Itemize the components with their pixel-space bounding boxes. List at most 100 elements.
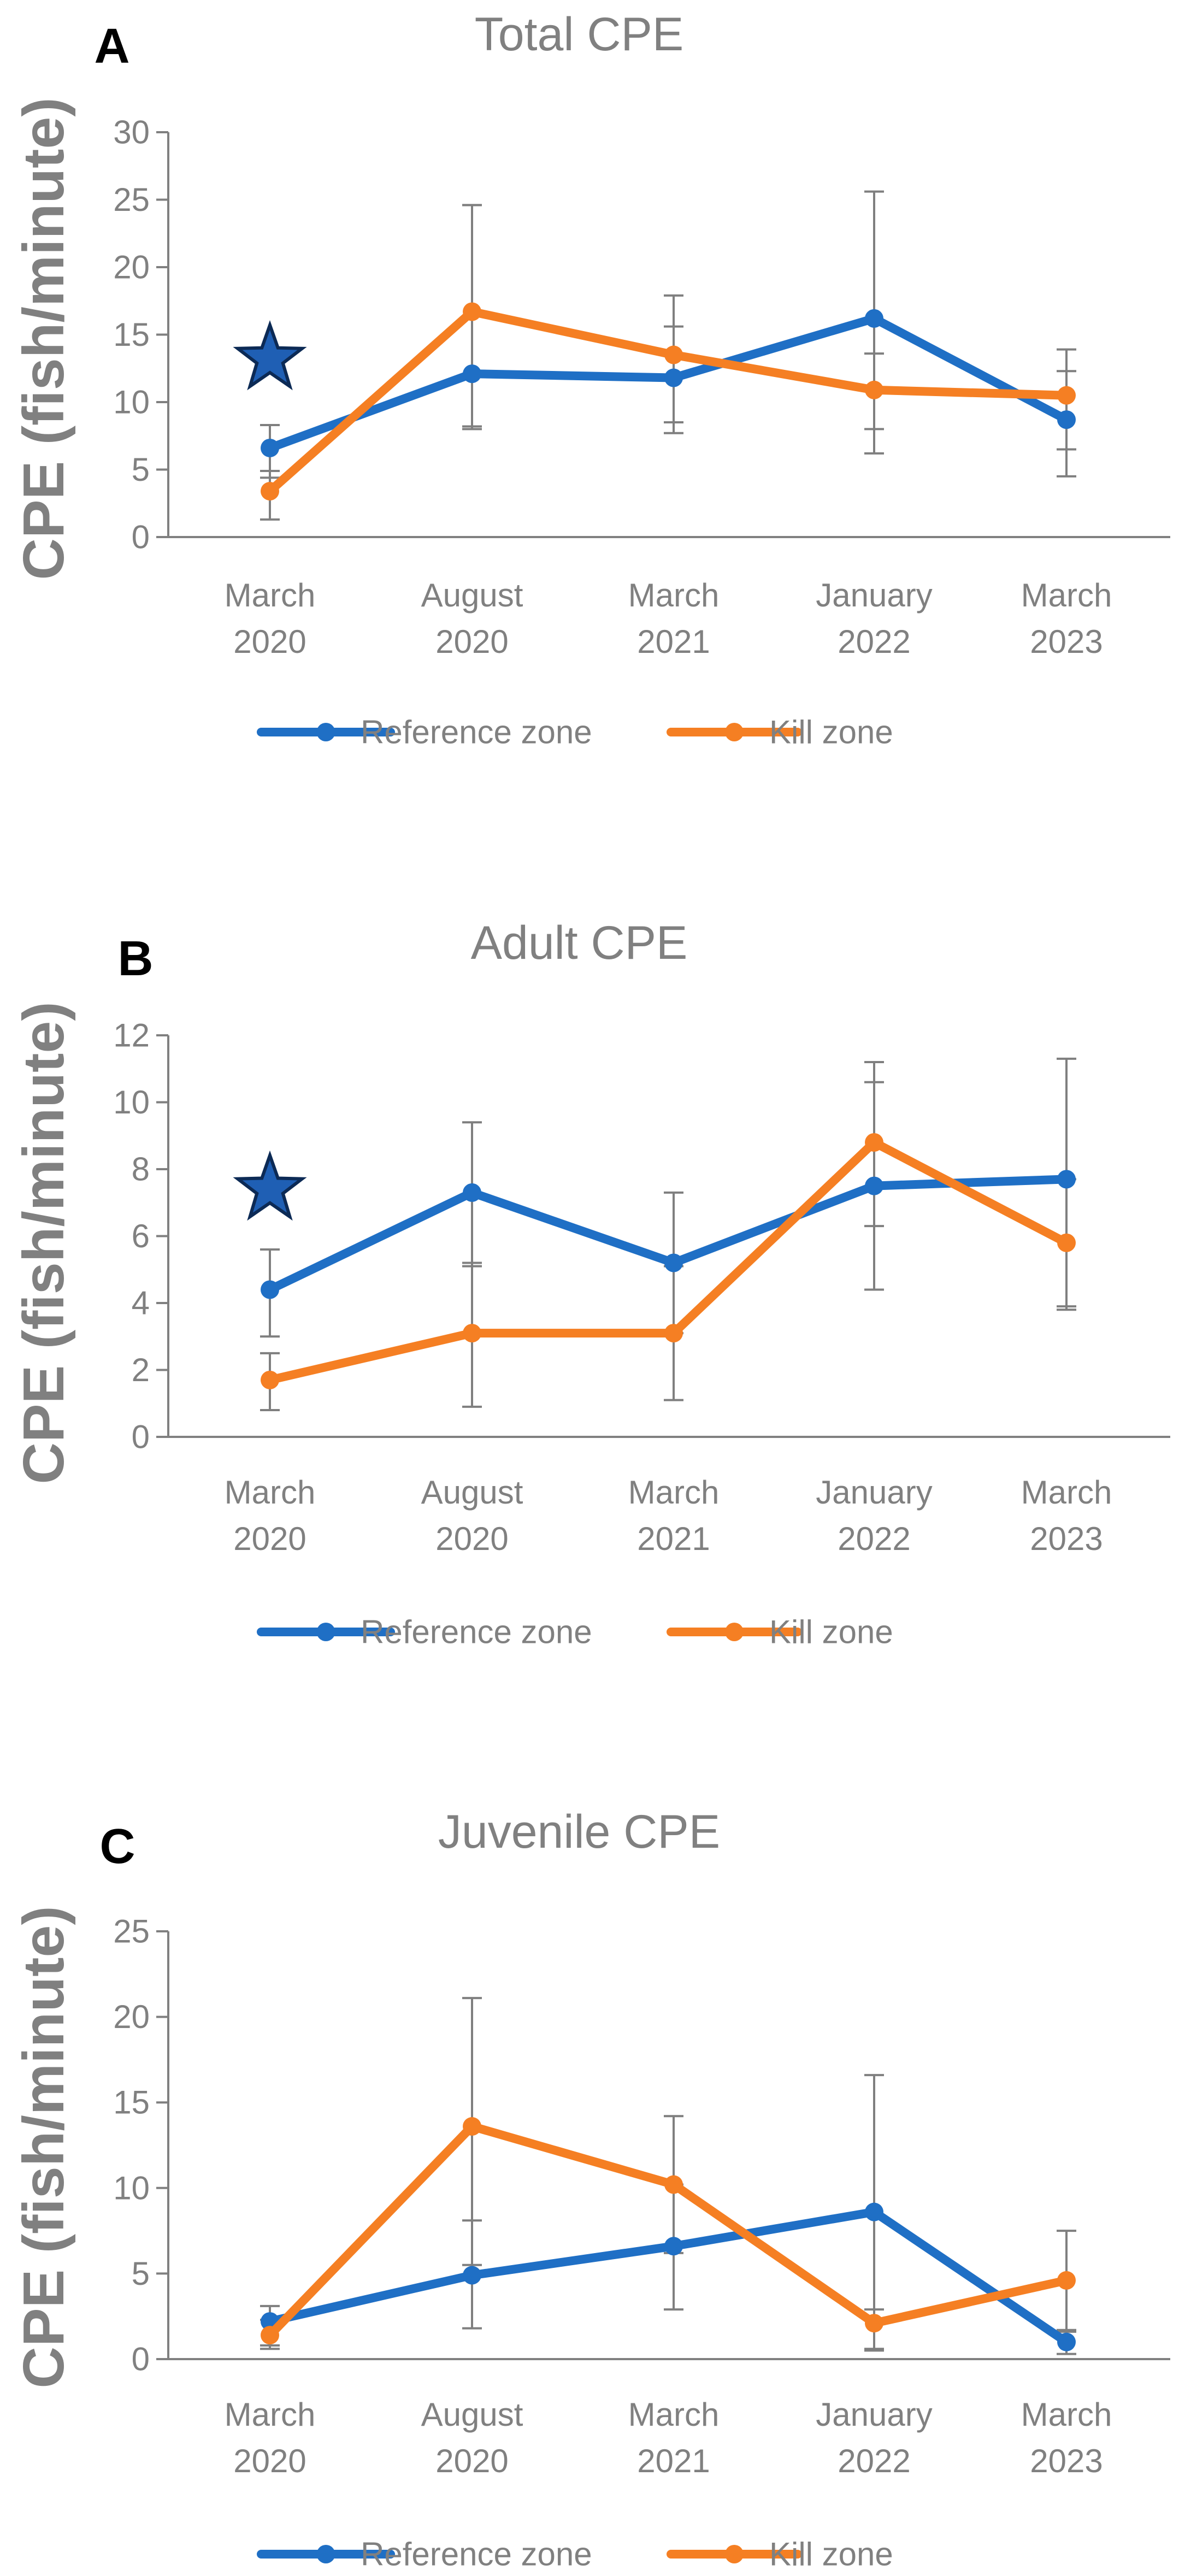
legend-marker-kill-zone bbox=[725, 723, 744, 741]
star-icon bbox=[233, 320, 307, 391]
x-tick-label: 2020 bbox=[233, 2443, 306, 2479]
x-tick-label: March bbox=[225, 1474, 316, 1511]
x-tick-label: 2023 bbox=[1030, 623, 1103, 660]
chart-panel-a: A Total CPE CPE (fish/minute) 0 5 10 15 20 25 30 M… bbox=[11, 8, 1170, 751]
data-point-reference-zone bbox=[1057, 410, 1076, 429]
star-icon bbox=[233, 1150, 307, 1221]
y-tick-label: 10 bbox=[113, 2170, 150, 2206]
chart-title: Adult CPE bbox=[471, 917, 688, 969]
y-tick-label: 4 bbox=[132, 1285, 150, 1322]
y-tick-label: 15 bbox=[113, 2084, 150, 2121]
chart-panel-c: C Juvenile CPE CPE (fish/minute) 0 5 10 15 20 25… bbox=[11, 1806, 1170, 2573]
series-line-reference-zone bbox=[266, 1175, 1071, 1294]
y-tick-label: 2 bbox=[132, 1352, 150, 1388]
legend-label-kill-zone: Kill zone bbox=[769, 714, 893, 751]
x-tick-label: 2023 bbox=[1030, 2443, 1103, 2479]
data-point-kill-zone bbox=[261, 1370, 279, 1389]
y-axis-label: CPE (fish/minute) bbox=[11, 1906, 76, 2388]
data-point-kill-zone bbox=[664, 1324, 683, 1343]
data-point-kill-zone bbox=[1057, 1233, 1076, 1252]
x-tick-label: March bbox=[628, 1474, 720, 1511]
x-tick-label: August bbox=[421, 1474, 523, 1511]
chart-title: Total CPE bbox=[475, 8, 683, 61]
y-tick-label: 5 bbox=[132, 2255, 150, 2292]
legend-marker-reference-zone bbox=[316, 1623, 335, 1641]
x-tick-label: 2020 bbox=[435, 2443, 508, 2479]
legend-label-reference-zone: Reference zone bbox=[361, 714, 592, 751]
y-tick-label: 10 bbox=[113, 384, 150, 421]
x-tick-label: 2022 bbox=[838, 1520, 910, 1557]
x-tick-label: 2022 bbox=[838, 623, 910, 660]
panel-letter: B bbox=[118, 932, 154, 986]
data-point-reference-zone bbox=[865, 309, 883, 328]
x-tick-label: 2021 bbox=[637, 1520, 710, 1557]
data-point-kill-zone bbox=[1057, 386, 1076, 405]
data-point-reference-zone bbox=[865, 2202, 883, 2221]
x-tick-label: 2023 bbox=[1030, 1520, 1103, 1557]
series-line-reference-zone bbox=[266, 2207, 1071, 2347]
x-tick-label: March bbox=[1021, 2396, 1112, 2433]
y-tick-label: 10 bbox=[113, 1084, 150, 1121]
data-point-reference-zone bbox=[664, 1253, 683, 1272]
data-point-reference-zone bbox=[463, 1183, 481, 1202]
y-axis-label: CPE (fish/minute) bbox=[11, 1001, 76, 1484]
legend-marker-reference-zone bbox=[316, 723, 335, 741]
y-tick-label: 15 bbox=[113, 316, 150, 353]
x-tick-label: March bbox=[628, 577, 720, 614]
y-tick-label: 0 bbox=[132, 1419, 150, 1455]
x-tick-label: August bbox=[421, 577, 523, 614]
y-tick-label: 5 bbox=[132, 451, 150, 488]
data-point-kill-zone bbox=[463, 1324, 481, 1343]
x-tick-label: 2020 bbox=[233, 623, 306, 660]
data-point-kill-zone bbox=[1057, 2271, 1076, 2290]
legend-label-kill-zone: Kill zone bbox=[769, 2536, 893, 2573]
data-point-reference-zone bbox=[664, 368, 683, 387]
data-point-reference-zone bbox=[664, 2237, 683, 2256]
chart-title: Juvenile CPE bbox=[438, 1806, 720, 1858]
y-tick-label: 0 bbox=[132, 519, 150, 556]
y-tick-label: 20 bbox=[113, 249, 150, 286]
panel-letter: A bbox=[95, 19, 130, 74]
series-line-kill-zone bbox=[266, 2122, 1071, 2340]
y-tick-label: 12 bbox=[113, 1017, 150, 1054]
x-tick-label: March bbox=[1021, 577, 1112, 614]
x-tick-label: August bbox=[421, 2396, 523, 2433]
data-point-reference-zone bbox=[1057, 1170, 1076, 1189]
y-tick-label: 6 bbox=[132, 1218, 150, 1254]
data-point-kill-zone bbox=[664, 2175, 683, 2194]
x-tick-label: March bbox=[628, 2396, 720, 2433]
data-point-kill-zone bbox=[664, 345, 683, 364]
y-tick-label: 0 bbox=[132, 2341, 150, 2378]
data-point-kill-zone bbox=[463, 302, 481, 321]
legend-label-reference-zone: Reference zone bbox=[361, 1614, 592, 1650]
data-point-kill-zone bbox=[261, 482, 279, 501]
data-point-reference-zone bbox=[463, 2266, 481, 2285]
x-tick-label: January bbox=[816, 2396, 932, 2433]
data-point-reference-zone bbox=[463, 364, 481, 384]
x-tick-label: 2020 bbox=[233, 1520, 306, 1557]
data-point-kill-zone bbox=[463, 2117, 481, 2136]
data-point-reference-zone bbox=[1057, 2332, 1076, 2351]
data-point-kill-zone bbox=[261, 2326, 279, 2345]
y-tick-label: 25 bbox=[113, 1913, 150, 1950]
x-tick-label: 2020 bbox=[435, 1520, 508, 1557]
x-tick-label: 2022 bbox=[838, 2443, 910, 2479]
x-tick-label: March bbox=[225, 2396, 316, 2433]
x-tick-label: January bbox=[816, 577, 932, 614]
y-tick-label: 25 bbox=[113, 181, 150, 218]
y-tick-label: 20 bbox=[113, 1999, 150, 2035]
data-point-kill-zone bbox=[865, 1133, 883, 1152]
data-point-kill-zone bbox=[865, 380, 883, 399]
panel-letter: C bbox=[100, 1819, 135, 1874]
data-point-reference-zone bbox=[261, 1280, 279, 1299]
x-tick-label: 2021 bbox=[637, 2443, 710, 2479]
x-tick-label: March bbox=[225, 577, 316, 614]
y-axis-label: CPE (fish/minute) bbox=[11, 97, 76, 580]
x-tick-label: 2021 bbox=[637, 623, 710, 660]
y-tick-label: 30 bbox=[113, 114, 150, 151]
legend-marker-reference-zone bbox=[316, 2545, 335, 2563]
legend-marker-kill-zone bbox=[725, 1623, 744, 1641]
x-tick-label: 2020 bbox=[435, 623, 508, 660]
x-tick-label: January bbox=[816, 1474, 932, 1511]
